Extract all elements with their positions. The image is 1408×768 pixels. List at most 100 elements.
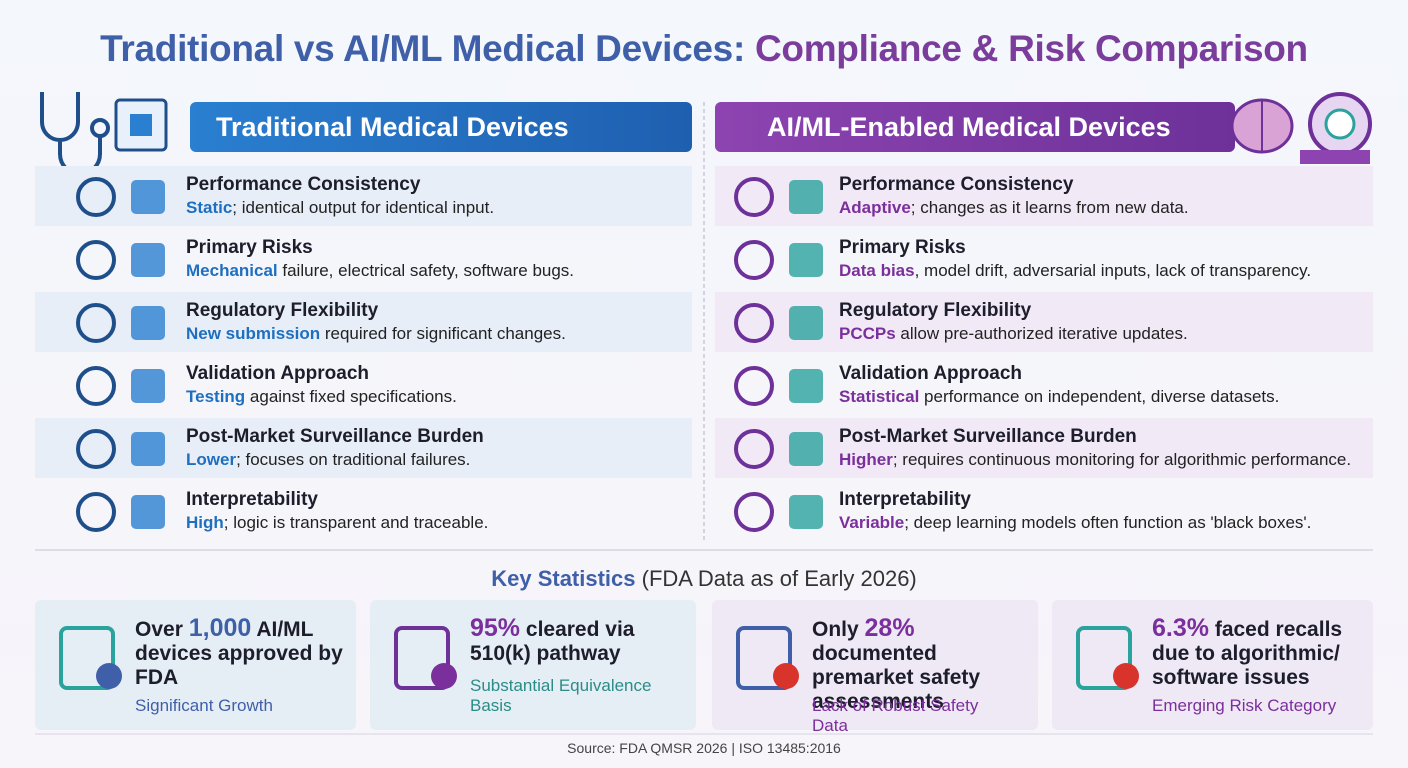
row-description: Lower; focuses on traditional failures. (186, 450, 470, 470)
brain-icon (1230, 98, 1294, 154)
row-highlight: High (186, 513, 224, 532)
icon (76, 492, 116, 532)
icon (76, 366, 116, 406)
comparison-row: Interpretability High; logic is transpare… (35, 481, 692, 541)
row-icons (734, 366, 823, 406)
icon-shape (96, 663, 122, 689)
icon-shape (131, 243, 165, 277)
stat-figure: 1,000 (188, 614, 252, 642)
stat-text: AI/ML devices approved by FDA (135, 618, 343, 689)
column-heading: Traditional Medical Devices (190, 102, 692, 152)
stat-caption: Substantial Equivalence Basis (470, 676, 652, 715)
row-icons (76, 492, 165, 532)
row-highlight: Statistical (839, 387, 920, 406)
row-label: Interpretability (839, 489, 971, 510)
stat-figure: 95% (470, 614, 521, 642)
stat-icon (394, 626, 457, 690)
comparison-row: Post-Market Surveillance Burden Higher; r… (715, 418, 1373, 478)
icon-shape (431, 663, 457, 689)
scanner-icon (1300, 92, 1372, 164)
row-icons (76, 429, 165, 469)
icon-shape (736, 626, 792, 690)
row-highlight: Mechanical (186, 261, 278, 280)
stat-main: 95% cleared via 510(k) pathway (470, 616, 680, 666)
stat-card: 95% cleared via 510(k) pathway Substantia… (370, 600, 696, 730)
row-text: against fixed specifications. (245, 387, 457, 406)
row-icons (76, 177, 165, 217)
comparison-row: Regulatory Flexibility New submission req… (35, 292, 692, 352)
stats-subtitle: (FDA Data as of Early 2026) (641, 566, 917, 591)
icon (789, 306, 823, 340)
comparison-row: Performance Consistency Adaptive; changes… (715, 166, 1373, 226)
row-text: , model drift, adversarial inputs, lack … (914, 261, 1312, 280)
icon (131, 243, 165, 277)
row-text: ; logic is transparent and traceable. (223, 513, 489, 532)
title: Traditional vs AI/ML Medical Devices: Co… (0, 28, 1408, 70)
icon-shape (76, 177, 116, 217)
row-highlight: Data bias (839, 261, 915, 280)
icon (789, 495, 823, 529)
column-heading: AI/ML-Enabled Medical Devices (715, 102, 1235, 152)
comparison-row: Validation Approach Statistical performan… (715, 355, 1373, 415)
icon (131, 369, 165, 403)
row-text: required for significant changes. (320, 324, 566, 343)
title-part: Traditional vs AI/ML Medical Devices: (100, 28, 745, 69)
icon (131, 495, 165, 529)
row-label: Post-Market Surveillance Burden (839, 426, 1137, 447)
row-description: Adaptive; changes as it learns from new … (839, 198, 1189, 218)
row-text: ; changes as it learns from new data. (910, 198, 1189, 217)
stat-caption: Significant Growth (135, 696, 273, 715)
row-text: ; deep learning models often function as… (904, 513, 1312, 532)
row-description: Static; identical output for identical i… (186, 198, 494, 218)
stat-caption: Lack of Robust Safety Data (812, 696, 979, 735)
stat-text: cleared via 510(k) pathway (470, 618, 635, 665)
row-highlight: Adaptive (839, 198, 911, 217)
row-text: ; focuses on traditional failures. (236, 450, 471, 469)
row-description: Mechanical failure, electrical safety, s… (186, 261, 574, 281)
row-description: PCCPs allow pre-authorized iterative upd… (839, 324, 1188, 344)
icon-shape (394, 626, 450, 690)
icon-shape (76, 492, 116, 532)
icon (734, 492, 774, 532)
comparison-row: Primary Risks Mechanical failure, electri… (35, 229, 692, 289)
stat-main: Over 1,000 AI/ML devices approved by FDA (135, 616, 345, 690)
stat-card: Over 1,000 AI/ML devices approved by FDA… (35, 600, 356, 730)
icon (789, 243, 823, 277)
icon (734, 303, 774, 343)
row-highlight: PCCPs (839, 324, 896, 343)
row-text: failure, electrical safety, software bug… (277, 261, 575, 280)
icon-shape (76, 366, 116, 406)
icon (734, 177, 774, 217)
icon (131, 180, 165, 214)
chip-icon (114, 98, 168, 152)
row-text: ; requires continuous monitoring for alg… (892, 450, 1352, 469)
stat-figure: 28% (864, 614, 915, 642)
row-label: Validation Approach (186, 363, 369, 384)
row-description: Variable; deep learning models often fun… (839, 513, 1311, 533)
icon (76, 240, 116, 280)
stethoscope-icon (40, 92, 110, 176)
icon (76, 303, 116, 343)
row-icons (734, 429, 823, 469)
icon-shape (76, 303, 116, 343)
icon-shape (734, 177, 774, 217)
icon-shape (131, 369, 165, 403)
stat-figure: 6.3% (1152, 614, 1209, 642)
stat-card: 6.3% faced recalls due to algorithmic/ s… (1052, 600, 1373, 730)
row-description: Statistical performance on independent, … (839, 387, 1279, 407)
stat-caption: Emerging Risk Category (1152, 696, 1337, 715)
icon-shape (789, 369, 823, 403)
icon-shape (789, 243, 823, 277)
icon-shape (734, 492, 774, 532)
row-text: performance on independent, diverse data… (919, 387, 1280, 406)
stats-heading: Key Statistics (FDA Data as of Early 202… (0, 566, 1408, 592)
row-description: High; logic is transparent and traceable… (186, 513, 488, 533)
icon (131, 306, 165, 340)
icon-shape (76, 429, 116, 469)
icon-shape (789, 495, 823, 529)
row-icons (734, 303, 823, 343)
icon (789, 432, 823, 466)
row-label: Primary Risks (186, 237, 313, 258)
